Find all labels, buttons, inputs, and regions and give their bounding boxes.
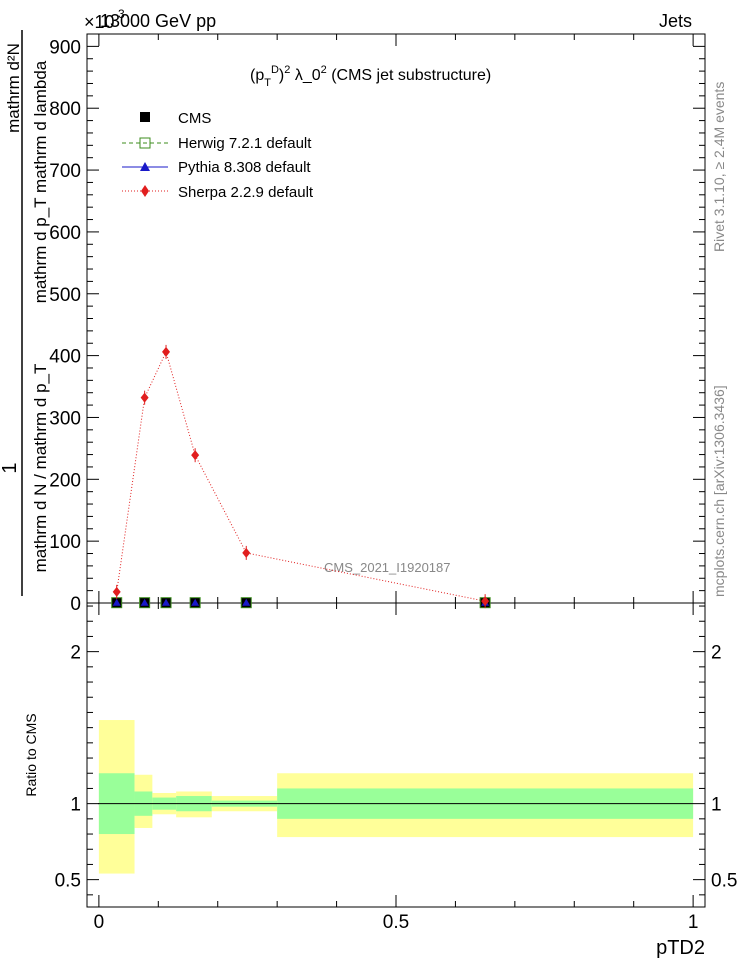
series-layer xyxy=(111,344,491,609)
pythia-point xyxy=(162,598,171,606)
x-tick-label: 0.5 xyxy=(383,912,409,933)
y-tick-label: 400 xyxy=(49,347,81,368)
ratio-y-axis: 0.5 0.5 1 1 2 2 xyxy=(55,605,737,896)
legend-marker-herwig xyxy=(139,137,151,149)
sherpa-point xyxy=(140,392,149,403)
x-axis: 0 0.5 1 xyxy=(94,34,699,933)
ratio-tick-label-right: 0.5 xyxy=(711,871,737,892)
sherpa-point xyxy=(112,586,121,597)
legend-label-herwig: Herwig 7.2.1 default xyxy=(178,135,312,152)
y-tick-label: 100 xyxy=(49,532,81,553)
ratio-tick-label: 0.5 xyxy=(55,871,81,892)
herwig-point xyxy=(189,597,201,609)
y-label-top: mathrm d²N xyxy=(4,43,23,133)
plot-title: (pTD)2 λ_02 (CMS jet substructure) xyxy=(250,64,491,89)
ratio-panel-frame xyxy=(86,602,706,908)
y-tick-label: 0 xyxy=(70,594,81,615)
mcplots-label: mcplots.cern.ch [arXiv:1306.3436] xyxy=(711,385,727,597)
herwig-point xyxy=(139,597,151,609)
main-y-axis: 0 100 200 300 400 500 600 700 800 900 xyxy=(49,33,705,615)
y-axis-label-main: 1 mathrm d²N mathrm d p_T mathrm d lambd… xyxy=(0,30,50,596)
ratio-tick-label-right: 2 xyxy=(711,643,722,664)
legend: CMS Herwig 7.2.1 default Pythia 8.308 de… xyxy=(122,110,314,201)
legend-marker-cms xyxy=(140,112,150,122)
sherpa-point xyxy=(242,547,251,558)
rivet-label: Rivet 3.1.10, ≥ 2.4M events xyxy=(711,82,727,252)
legend-label-cms: CMS xyxy=(178,110,211,127)
herwig-point xyxy=(160,597,172,609)
x-axis-label: pTD2 xyxy=(656,937,705,959)
legend-label-sherpa: Sherpa 2.2.9 default xyxy=(178,184,314,201)
legend-marker-pythia xyxy=(140,162,150,171)
x-tick-label: 0 xyxy=(94,912,105,933)
y-label-denominator: mathrm d N / mathrm d p_T xyxy=(31,364,50,573)
header-right: Jets xyxy=(659,11,692,31)
herwig-point xyxy=(240,597,252,609)
header-left: 13000 GeV pp xyxy=(100,11,216,31)
ratio-bands xyxy=(98,720,694,874)
sherpa-point xyxy=(481,596,490,607)
y-tick-label: 300 xyxy=(49,408,81,429)
ratio-tick-label: 1 xyxy=(70,795,81,816)
y-tick-label: 700 xyxy=(49,161,81,182)
pythia-point xyxy=(242,598,251,606)
exponent-label: ×10 xyxy=(84,12,115,32)
sherpa-line xyxy=(116,350,486,602)
sherpa-point xyxy=(191,450,200,461)
y-axis-label-ratio: Ratio to CMS xyxy=(23,713,39,796)
ratio-tick-label: 2 xyxy=(70,643,81,664)
analysis-label: CMS_2021_I1920187 xyxy=(324,560,451,575)
y-tick-label: 200 xyxy=(49,470,81,491)
y-tick-label: 900 xyxy=(49,37,81,58)
y-tick-label: 600 xyxy=(49,223,81,244)
x-tick-label: 1 xyxy=(688,912,699,933)
pythia-point xyxy=(112,598,121,606)
ratio-tick-label-right: 1 xyxy=(711,795,722,816)
y-label-top-denominator: mathrm d p_T mathrm d lambda xyxy=(31,60,50,303)
legend-marker-sherpa xyxy=(141,185,149,197)
pythia-point xyxy=(140,598,149,606)
sherpa-point xyxy=(162,346,171,357)
exponent-power: -3 xyxy=(114,7,125,21)
y-tick-label: 500 xyxy=(49,285,81,306)
pythia-point xyxy=(191,598,200,606)
legend-label-pythia: Pythia 8.308 default xyxy=(178,159,311,176)
y-tick-label: 800 xyxy=(49,99,81,120)
y-label-numerator: 1 xyxy=(0,462,21,473)
